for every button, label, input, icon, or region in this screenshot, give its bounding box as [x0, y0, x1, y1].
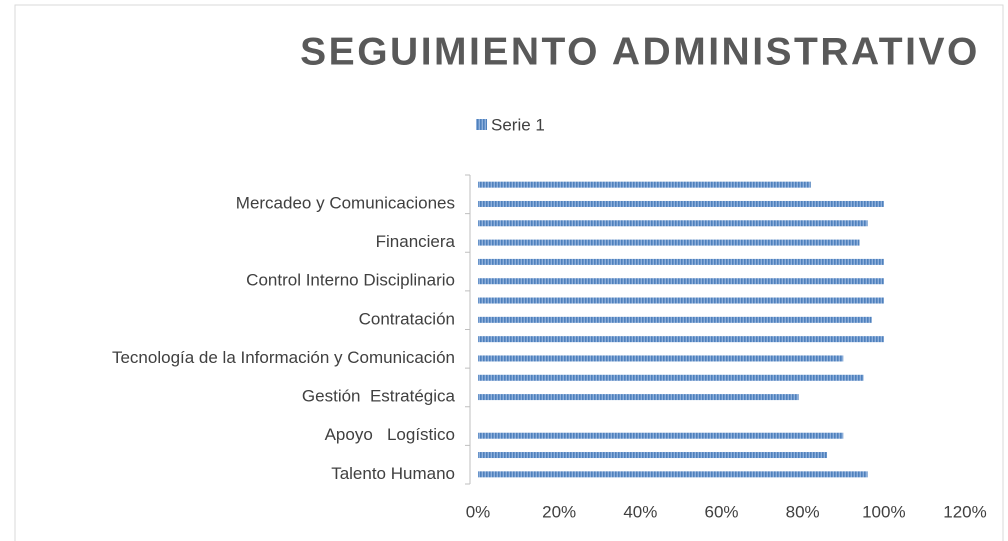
bar [478, 239, 860, 246]
x-tick-label: 80% [786, 502, 820, 521]
y-tick-label: Gestión Estratégica [302, 387, 456, 406]
chart-border [14, 4, 1004, 541]
bar [478, 374, 864, 381]
y-tick-label: Financiera [376, 232, 456, 251]
y-tick-label: Contratación [359, 309, 455, 328]
bar [478, 355, 844, 362]
x-tick-label: 60% [704, 502, 738, 521]
y-tick-label: Control Interno Disciplinario [246, 271, 455, 290]
bar [478, 278, 884, 285]
bar [478, 258, 884, 265]
x-tick-label: 20% [542, 502, 576, 521]
bar [478, 471, 868, 478]
bar [478, 181, 811, 188]
bar [478, 200, 884, 207]
x-tick-label: 120% [943, 502, 986, 521]
y-tick-label: Talento Humano [331, 464, 455, 483]
y-tick-label: Mercadeo y Comunicaciones [236, 193, 455, 212]
x-tick-label: 100% [862, 502, 905, 521]
bar [478, 220, 868, 227]
legend-label: Serie 1 [491, 115, 545, 134]
legend-swatch [476, 119, 487, 130]
x-tick-label: 40% [623, 502, 657, 521]
y-tick-label: Apoyo Logístico [325, 425, 455, 444]
y-tick-label: Tecnología de la Información y Comunicac… [112, 348, 455, 367]
bar [478, 336, 884, 343]
bar [478, 297, 884, 304]
bar [478, 394, 799, 401]
bar [478, 432, 844, 439]
x-tick-label: 0% [466, 502, 491, 521]
bar [478, 316, 872, 323]
chart-title: SEGUIMIENTO ADMINISTRATIVO [300, 30, 980, 73]
bar [478, 452, 828, 459]
